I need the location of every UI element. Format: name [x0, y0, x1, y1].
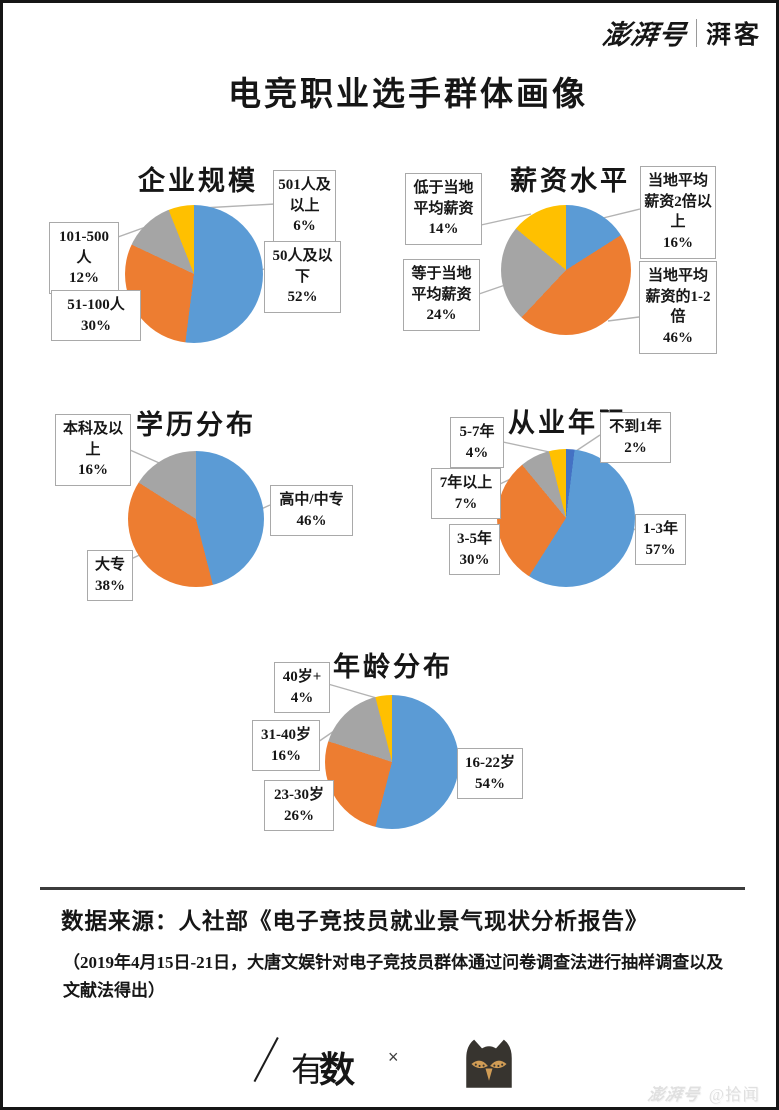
data-source-text: 数据来源：人社部《电子竞技员就业景气现状分析报告》	[61, 909, 649, 934]
callout-value: 52%	[287, 289, 318, 306]
chart-title-company-size: 企业规模	[138, 166, 258, 197]
collab-times-icon: ×	[388, 1047, 399, 1067]
callout-value: 16%	[78, 462, 108, 479]
logo-divider	[695, 18, 697, 47]
callout-label: 51-100人	[67, 297, 125, 313]
callout-7-plus-years: 7年以上 7%	[431, 468, 501, 520]
pengpai-logo: 澎湃号 湃客	[600, 13, 762, 52]
callout-value: 26%	[284, 807, 314, 824]
callout-101-500: 101-500人 12%	[49, 222, 119, 295]
callout-bachelor-and-above: 本科及以上 16%	[55, 414, 131, 487]
watermark-brand: 澎湃号	[646, 1085, 702, 1104]
callout-501-and-above: 501人及以上 6%	[273, 170, 336, 243]
callout-16-22: 16-22岁 54%	[457, 748, 523, 800]
callout-23-30: 23-30岁 26%	[264, 780, 334, 832]
callout-value: 14%	[428, 221, 459, 238]
callout-under-1-year: 不到1年 2%	[600, 412, 671, 464]
callout-value: 46%	[663, 330, 693, 347]
pie-education	[128, 451, 264, 587]
chart-title-age: 年龄分布	[333, 652, 453, 683]
pie-salary-level	[501, 205, 631, 335]
callout-51-100: 51-100人 30%	[51, 290, 141, 342]
callout-5-7-years: 5-7年 4%	[450, 417, 504, 469]
callout-1-2x-average: 当地平均薪资的1-2倍 46%	[639, 261, 717, 354]
pie-company-size	[125, 205, 263, 343]
callout-1-3-years: 1-3年 57%	[635, 514, 686, 566]
callout-college: 大专 38%	[87, 550, 133, 602]
methodology-note: （2019年4月15日-21日，大唐文娱针对电子竞技员群体通过问卷调查法进行抽样…	[63, 953, 724, 1001]
callout-value: 46%	[296, 512, 327, 529]
callout-value: 4%	[465, 444, 489, 461]
callout-label: 1-3年	[643, 521, 678, 537]
callout-value: 54%	[475, 775, 505, 792]
callout-label: 大专	[94, 557, 125, 573]
callout-value: 6%	[293, 218, 316, 235]
pengpai-logo-text: 澎湃号	[600, 20, 689, 50]
callout-label: 501人及以上	[278, 177, 331, 214]
callout-40-plus: 40岁+ 4%	[274, 662, 330, 714]
pie-age	[325, 695, 459, 829]
callout-value: 16%	[271, 747, 301, 764]
callout-label: 当地平均薪资2倍以上	[644, 173, 712, 231]
callout-2x-average: 当地平均薪资2倍以上 16%	[640, 166, 716, 259]
page-title: 电竞职业选手群体画像	[228, 77, 588, 114]
callout-value: 57%	[645, 541, 676, 558]
callout-label: 当地平均薪资的1-2倍	[645, 268, 711, 326]
pie-years-experience	[497, 449, 635, 587]
paike-logo-text: 湃客	[705, 21, 762, 49]
callout-equal-average: 等于当地平均薪资 24%	[403, 259, 480, 332]
callout-label: 不到1年	[609, 419, 662, 435]
callout-highschool: 高中/中专 46%	[270, 485, 353, 537]
youshu-logo: 有 数	[253, 1037, 355, 1090]
callout-label: 本科及以上	[62, 421, 123, 458]
youshu-logo-text: 有	[291, 1053, 324, 1089]
callout-label: 31-40岁	[261, 727, 311, 743]
callout-value: 30%	[459, 551, 490, 568]
callout-value: 12%	[69, 270, 99, 287]
callout-label: 101-500人	[59, 229, 109, 266]
callout-value: 4%	[290, 689, 314, 706]
youshu-logo-slash	[253, 1037, 279, 1083]
youshu-logo-text: 数	[319, 1050, 356, 1090]
callout-label: 7年以上	[439, 475, 493, 491]
callout-label: 40岁+	[282, 669, 322, 685]
callout-label: 50人及以下	[272, 248, 333, 285]
callout-label: 16-22岁	[465, 755, 515, 771]
callout-below-average: 低于当地平均薪资 14%	[405, 173, 482, 246]
chart-title-salary-level: 薪资水平	[510, 166, 630, 197]
callout-value: 2%	[624, 439, 647, 456]
callout-50-and-below: 50人及以下 52%	[264, 241, 341, 314]
footer-divider	[40, 887, 745, 890]
callout-value: 30%	[81, 317, 111, 334]
callout-label: 等于当地平均薪资	[411, 266, 472, 303]
watermark-user: @拾闻	[708, 1085, 760, 1104]
watermark: 澎湃号 @拾闻	[646, 1081, 760, 1105]
callout-value: 7%	[454, 495, 478, 512]
callout-label: 23-30岁	[274, 787, 324, 803]
callout-label: 3-5年	[457, 531, 492, 547]
callout-31-40: 31-40岁 16%	[252, 720, 320, 772]
callout-3-5-years: 3-5年 30%	[449, 524, 500, 576]
callout-value: 38%	[95, 577, 125, 594]
callout-value: 16%	[663, 235, 693, 252]
callout-label: 低于当地平均薪资	[413, 180, 474, 217]
callout-value: 24%	[426, 307, 457, 324]
callout-label: 高中/中专	[279, 492, 344, 508]
chart-title-education: 学历分布	[136, 410, 256, 441]
callout-label: 5-7年	[459, 424, 495, 440]
owl-logo-icon	[466, 1039, 512, 1088]
